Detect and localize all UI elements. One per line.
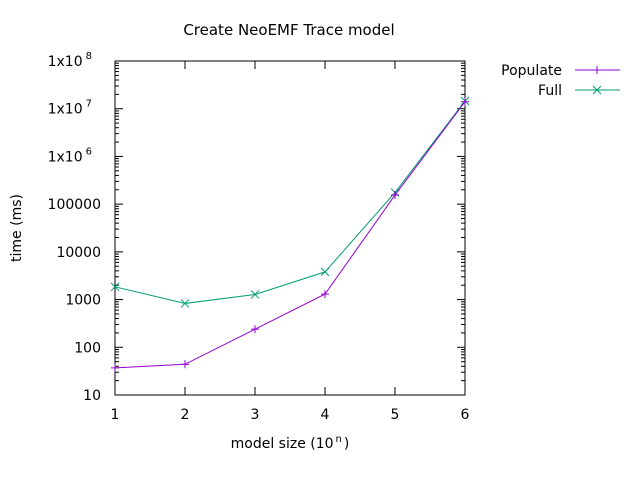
series-layer [110, 96, 470, 372]
y-tick-label: 1x10 6 [48, 146, 92, 165]
y-tick-label: 1000 [65, 293, 101, 309]
x-tick-label: 3 [251, 407, 260, 423]
series-line-full [114, 100, 466, 304]
data-point-populate [321, 290, 329, 299]
legend: Populate Full [501, 63, 620, 99]
y-tick-label: 10 [83, 388, 101, 404]
legend-label-full: Full [538, 83, 562, 99]
series-line-populate [114, 101, 466, 369]
data-point-populate [181, 360, 189, 369]
chart-title: Create NeoEMF Trace model [183, 21, 394, 39]
y-tick-label: 100 [74, 340, 101, 356]
x-tick-label: 2 [181, 407, 190, 423]
y-axis-label: time (ms) [9, 194, 25, 262]
x-tick-label: 4 [321, 407, 330, 423]
legend-label-populate: Populate [501, 63, 562, 79]
x-axis: 1 2 3 4 5 6 [111, 61, 470, 423]
data-point-full [110, 282, 120, 292]
y-tick-label: 1x10 8 [48, 51, 92, 70]
plot-area-border [114, 60, 466, 396]
y-tick-label: 1x10 7 [48, 99, 92, 118]
data-point-populate [391, 191, 399, 200]
y-tick-label: 100000 [48, 197, 101, 213]
x-tick-label: 6 [461, 407, 470, 423]
legend-marker-full [592, 85, 602, 95]
data-point-populate [111, 363, 119, 372]
data-point-full [250, 290, 260, 299]
data-point-populate [251, 325, 259, 334]
y-tick-label: 10000 [56, 245, 101, 261]
x-tick-label: 5 [391, 407, 400, 423]
data-point-full [320, 267, 330, 277]
legend-marker-populate [593, 66, 601, 74]
x-axis-label: model size (10 n) [231, 434, 350, 452]
data-point-full [180, 299, 190, 308]
x-axis-label-superscript: n [336, 434, 342, 445]
x-axis-label-close: ) [344, 436, 349, 452]
x-axis-label-base: model size (10 [231, 436, 334, 452]
y-axis: 10 100 1000 10000 100000 1x10 6 1x10 7 1x10 8 [48, 51, 465, 404]
data-point-populate [461, 97, 469, 106]
x-tick-label: 1 [111, 407, 120, 423]
